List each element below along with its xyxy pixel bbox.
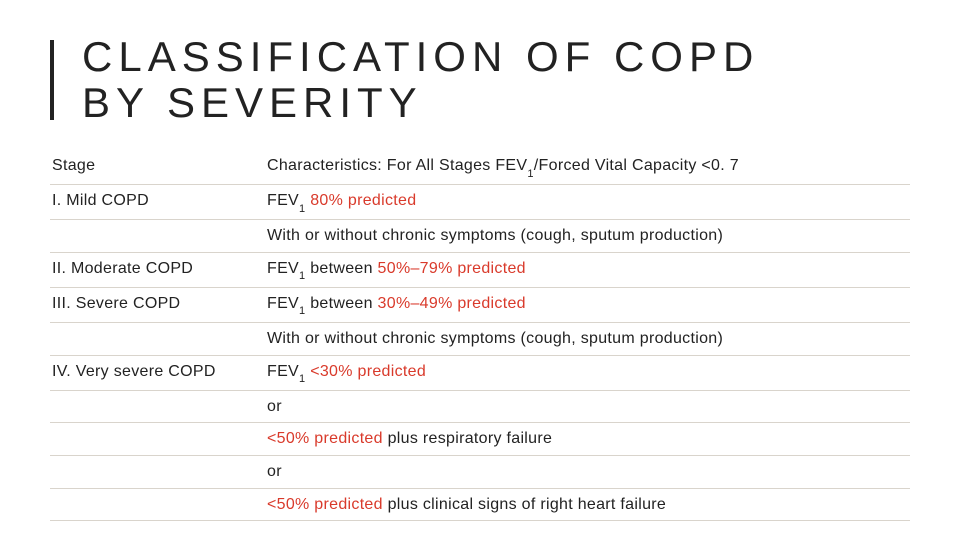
slide: CLASSIFICATION OF COPD BY SEVERITY Stage… (0, 0, 960, 541)
title-block: CLASSIFICATION OF COPD BY SEVERITY (50, 34, 910, 126)
table-row: I. Mild COPDFEV1 80% predicted (50, 185, 910, 220)
stage-cell (50, 220, 265, 253)
stage-cell: II. Moderate COPD (50, 253, 265, 288)
char-sub: 1 (299, 270, 305, 282)
stage-cell (50, 488, 265, 521)
characteristics-cell: <50% predicted plus respiratory failure (265, 423, 910, 456)
stage-cell (50, 390, 265, 423)
stage-cell: III. Severe COPD (50, 288, 265, 323)
char-pre: With or without chronic symptoms (cough,… (267, 330, 723, 347)
table-row: With or without chronic symptoms (cough,… (50, 323, 910, 356)
table-row: <50% predicted plus clinical signs of ri… (50, 488, 910, 521)
char-sub: 1 (299, 305, 305, 317)
title-line-2: BY SEVERITY (82, 79, 423, 126)
characteristics-cell: or (265, 455, 910, 488)
stage-cell: I. Mild COPD (50, 185, 265, 220)
characteristics-cell: With or without chronic symptoms (cough,… (265, 220, 910, 253)
header-char-post: /Forced Vital Capacity <0. 7 (534, 157, 739, 174)
title-rule (50, 40, 54, 120)
char-red: <50% predicted (267, 496, 383, 513)
header-char-pre: For All Stages FEV (382, 157, 527, 174)
table-row: <50% predicted plus respiratory failure (50, 423, 910, 456)
char-post: plus clinical signs of right heart failu… (383, 496, 666, 513)
char-mid: between (305, 260, 377, 277)
stage-cell: IV. Very severe COPD (50, 355, 265, 390)
char-red: 50%–79% predicted (378, 260, 526, 277)
header-characteristics: Characteristics: For All Stages FEV1/For… (265, 150, 910, 185)
stage-cell (50, 423, 265, 456)
title-line-1: CLASSIFICATION OF COPD (82, 33, 759, 80)
header-char-sub: 1 (527, 168, 533, 180)
table-row: With or without chronic symptoms (cough,… (50, 220, 910, 253)
char-pre: FEV (267, 260, 299, 277)
char-pre: With or without chronic symptoms (cough,… (267, 227, 723, 244)
characteristics-cell: FEV1 between 30%–49% predicted (265, 288, 910, 323)
char-red: <30% predicted (310, 363, 426, 380)
table-header-row: StageCharacteristics: For All Stages FEV… (50, 150, 910, 185)
char-mid: between (305, 295, 377, 312)
characteristics-cell: or (265, 390, 910, 423)
char-pre: FEV (267, 295, 299, 312)
char-pre: or (267, 463, 282, 480)
char-red: 80% predicted (310, 192, 416, 209)
table-row: II. Moderate COPDFEV1 between 50%–79% pr… (50, 253, 910, 288)
stage-cell (50, 323, 265, 356)
table-row: IV. Very severe COPDFEV1 <30% predicted (50, 355, 910, 390)
characteristics-cell: With or without chronic symptoms (cough,… (265, 323, 910, 356)
char-red: <50% predicted (267, 430, 383, 447)
char-post: plus respiratory failure (383, 430, 552, 447)
characteristics-cell: <50% predicted plus clinical signs of ri… (265, 488, 910, 521)
char-red: 30%–49% predicted (378, 295, 526, 312)
table-row: or (50, 455, 910, 488)
char-pre: or (267, 398, 282, 415)
header-stage: Stage (50, 150, 265, 185)
characteristics-cell: FEV1 <30% predicted (265, 355, 910, 390)
characteristics-cell: FEV1 80% predicted (265, 185, 910, 220)
characteristics-cell: FEV1 between 50%–79% predicted (265, 253, 910, 288)
char-sub: 1 (299, 373, 305, 385)
table-row: or (50, 390, 910, 423)
stage-cell (50, 455, 265, 488)
char-pre: FEV (267, 192, 299, 209)
char-sub: 1 (299, 203, 305, 215)
header-char-label: Characteristics: (267, 157, 382, 174)
char-pre: FEV (267, 363, 299, 380)
slide-title: CLASSIFICATION OF COPD BY SEVERITY (82, 34, 910, 126)
copd-table: StageCharacteristics: For All Stages FEV… (50, 150, 910, 521)
table-row: III. Severe COPDFEV1 between 30%–49% pre… (50, 288, 910, 323)
